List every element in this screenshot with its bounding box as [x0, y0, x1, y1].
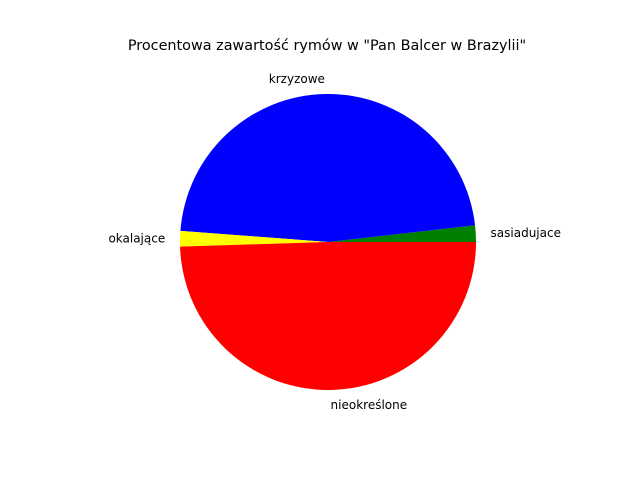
pie-slice-nieokreslone — [180, 242, 476, 391]
pie-label-krzyzowe: krzyzowe — [269, 72, 325, 86]
pie-slice-sasiadujace — [328, 225, 476, 242]
pie-slice-okalajace — [180, 230, 328, 247]
pie-labels: sasiadujace krzyzowe okalające nieokreślone — [108, 72, 561, 412]
chart-title: Procentowa zawartość rymów w "Pan Balcer… — [128, 38, 526, 54]
pie-label-okalajace: okalające — [108, 231, 165, 245]
pie-slices — [180, 93, 476, 391]
pie-label-sasiadujace: sasiadujace — [491, 226, 561, 240]
pie-slice-krzyzowe — [180, 93, 476, 242]
pie-label-nieokreslone: nieokreślone — [331, 398, 408, 412]
